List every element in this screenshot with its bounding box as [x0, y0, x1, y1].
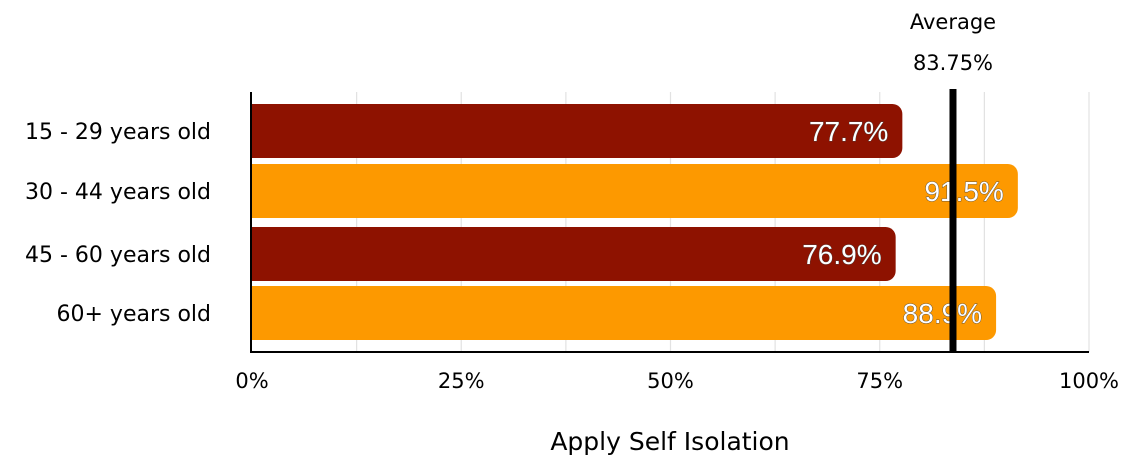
- bar: [242, 286, 997, 340]
- axis-mask: [0, 88, 250, 356]
- value-label: 88.9%: [903, 298, 982, 329]
- bar: [242, 104, 903, 158]
- x-tick-label: 75%: [856, 369, 903, 393]
- category-label: 30 - 44 years old: [25, 180, 211, 205]
- bars: [242, 104, 1018, 340]
- value-label: 91.5%: [924, 176, 1003, 207]
- value-labels: 77.7% 91.5% 76.9% 88.9%: [802, 116, 1004, 330]
- category-label: 60+ years old: [57, 302, 212, 327]
- x-tick-label: 50%: [647, 369, 694, 393]
- bar: [242, 227, 896, 281]
- axes: [0, 88, 1089, 356]
- value-label: 76.9%: [802, 239, 881, 270]
- category-label: 15 - 29 years old: [25, 120, 211, 145]
- average-value-label: 83.75%: [913, 51, 993, 75]
- x-tick-labels: 0% 25% 50% 75% 100%: [235, 369, 1119, 393]
- value-label: 77.7%: [809, 116, 888, 147]
- category-labels: 15 - 29 years old 30 - 44 years old 45 - 6…: [25, 120, 211, 327]
- x-tick-label: 0%: [235, 369, 268, 393]
- x-tick-label: 100%: [1059, 369, 1119, 393]
- bar: [242, 164, 1018, 218]
- average-marker: Average 83.75%: [910, 10, 996, 352]
- x-axis-title: Apply Self Isolation: [550, 427, 789, 456]
- x-tick-label: 25%: [438, 369, 485, 393]
- average-label: Average: [910, 10, 996, 34]
- category-label: 45 - 60 years old: [25, 243, 211, 268]
